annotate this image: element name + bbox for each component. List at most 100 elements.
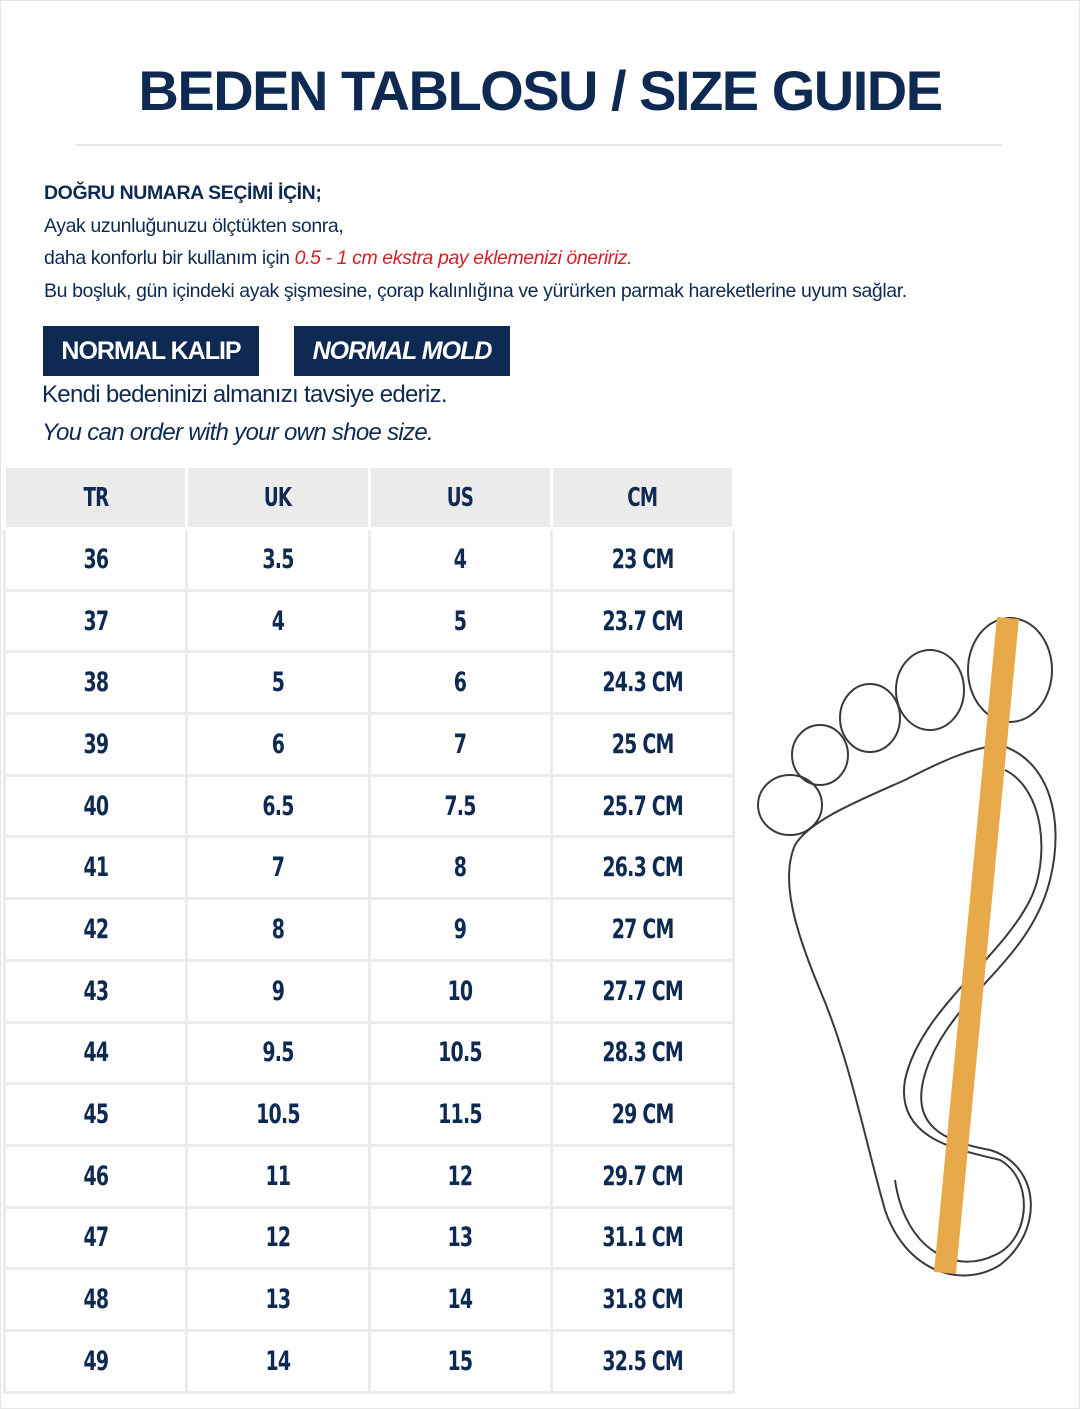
ruler-bar bbox=[934, 616, 1019, 1275]
cell-value: 5 bbox=[453, 605, 467, 637]
column-header-label: US bbox=[446, 482, 474, 513]
cell-value: 25 CM bbox=[611, 728, 674, 760]
table-row: 45 10.5 11.5 29 CM bbox=[2, 1082, 736, 1147]
cell-value: 49 bbox=[83, 1345, 109, 1377]
cell-us: 4 bbox=[367, 527, 553, 592]
cell-tr: 37 bbox=[2, 588, 189, 654]
cell-us: 10.5 bbox=[367, 1020, 553, 1086]
table-row: 39 6 7 25 CM bbox=[2, 712, 736, 777]
cell-value: 24.3 CM bbox=[602, 667, 683, 699]
cell-value: 46 bbox=[83, 1160, 109, 1192]
cell-us: 14 bbox=[367, 1267, 553, 1332]
cell-value: 5 bbox=[271, 667, 285, 699]
intro-line-3: Bu boşluk, gün içindeki ayak şişmesine, … bbox=[44, 279, 907, 302]
cell-cm: 25.7 CM bbox=[549, 773, 736, 839]
cell-value: 11.5 bbox=[438, 1099, 482, 1131]
cell-cm: 31.8 CM bbox=[549, 1267, 736, 1332]
intro-line-2: daha konforlu bir kullanım için 0.5 - 1 … bbox=[44, 242, 907, 275]
cell-value: 42 bbox=[83, 913, 109, 945]
cell-tr: 38 bbox=[2, 650, 189, 716]
cell-uk: 10.5 bbox=[185, 1082, 371, 1147]
cell-cm: 27 CM bbox=[549, 897, 736, 962]
cell-tr: 41 bbox=[2, 835, 189, 901]
foot-outline bbox=[788, 743, 1057, 1277]
note-english: You can order with your own shoe size. bbox=[42, 419, 434, 446]
table-row: 40 6.5 7.5 25.7 CM bbox=[2, 773, 736, 839]
column-header-us: US bbox=[367, 468, 553, 530]
cell-tr: 43 bbox=[2, 958, 189, 1024]
cell-uk: 6 bbox=[185, 712, 371, 777]
table-row: 36 3.5 4 23 CM bbox=[2, 527, 736, 592]
column-header-label: TR bbox=[83, 482, 109, 513]
badge-normal-mold: NORMAL MOLD bbox=[294, 326, 510, 376]
table-row: 38 5 6 24.3 CM bbox=[2, 650, 736, 716]
cell-value: 10.5 bbox=[438, 1037, 482, 1069]
cell-value: 15 bbox=[447, 1345, 474, 1377]
cell-value: 48 bbox=[83, 1284, 109, 1316]
cell-cm: 23.7 CM bbox=[549, 588, 736, 654]
cell-us: 7 bbox=[367, 712, 553, 777]
cell-value: 28.3 CM bbox=[602, 1037, 683, 1069]
cell-value: 6 bbox=[453, 667, 467, 699]
cell-value: 9 bbox=[271, 975, 285, 1007]
cell-tr: 48 bbox=[2, 1267, 189, 1332]
divider bbox=[76, 144, 1002, 146]
cell-cm: 29 CM bbox=[549, 1082, 736, 1147]
cell-cm: 26.3 CM bbox=[549, 835, 736, 901]
cell-us: 15 bbox=[367, 1328, 553, 1394]
cell-value: 29.7 CM bbox=[602, 1160, 683, 1192]
toe-2 bbox=[895, 649, 965, 731]
cell-value: 47 bbox=[83, 1222, 109, 1254]
cell-value: 3.5 bbox=[262, 543, 294, 575]
cell-tr: 40 bbox=[2, 773, 189, 839]
cell-value: 37 bbox=[83, 605, 109, 637]
toe-1 bbox=[967, 617, 1053, 723]
cell-uk: 7 bbox=[185, 835, 371, 901]
cell-value: 27.7 CM bbox=[602, 975, 683, 1007]
cell-value: 9 bbox=[453, 913, 467, 945]
cell-value: 26.3 CM bbox=[602, 852, 683, 884]
cell-cm: 31.1 CM bbox=[549, 1205, 736, 1271]
cell-value: 40 bbox=[83, 790, 109, 822]
cell-value: 31.1 CM bbox=[602, 1222, 683, 1254]
cell-value: 14 bbox=[265, 1345, 291, 1377]
cell-uk: 6.5 bbox=[185, 773, 371, 839]
cell-value: 29 CM bbox=[611, 1099, 674, 1131]
cell-value: 9.5 bbox=[262, 1037, 294, 1069]
cell-value: 7 bbox=[453, 728, 467, 760]
table-row: 47 12 13 31.1 CM bbox=[2, 1205, 736, 1271]
cell-us: 11.5 bbox=[367, 1082, 553, 1147]
cell-value: 12 bbox=[265, 1222, 291, 1254]
cell-us: 8 bbox=[367, 835, 553, 901]
table-row: 43 9 10 27.7 CM bbox=[2, 958, 736, 1024]
cell-uk: 11 bbox=[185, 1143, 371, 1209]
table-row: 41 7 8 26.3 CM bbox=[2, 835, 736, 901]
cell-uk: 12 bbox=[185, 1205, 371, 1271]
cell-us: 6 bbox=[367, 650, 553, 716]
cell-tr: 49 bbox=[2, 1328, 189, 1394]
column-header-label: CM bbox=[627, 482, 658, 513]
cell-us: 12 bbox=[367, 1143, 553, 1209]
table-row: 46 11 12 29.7 CM bbox=[2, 1143, 736, 1209]
cell-uk: 13 bbox=[185, 1267, 371, 1332]
cell-value: 13 bbox=[447, 1222, 474, 1254]
cell-value: 4 bbox=[453, 543, 467, 575]
cell-value: 14 bbox=[447, 1284, 474, 1316]
intro-line-1: Ayak uzunluğunuzu ölçtükten sonra, bbox=[44, 214, 344, 237]
foot-length-measure-icon bbox=[757, 616, 1057, 1277]
cell-uk: 8 bbox=[185, 897, 371, 962]
cell-value: 13 bbox=[265, 1284, 291, 1316]
badge-normal-kalip: NORMAL KALIP bbox=[43, 326, 259, 376]
cell-value: 31.8 CM bbox=[602, 1284, 683, 1316]
cell-cm: 23 CM bbox=[549, 527, 736, 592]
cell-value: 4 bbox=[271, 605, 285, 637]
cell-us: 10 bbox=[367, 958, 553, 1024]
table-row: 42 8 9 27 CM bbox=[2, 897, 736, 962]
page-title: BEDEN TABLOSU / SIZE GUIDE bbox=[138, 59, 943, 122]
cell-value: 6 bbox=[271, 728, 285, 760]
cell-value: 11 bbox=[265, 1160, 291, 1192]
cell-uk: 4 bbox=[185, 588, 371, 654]
column-header-label: UK bbox=[264, 482, 292, 513]
cell-uk: 9 bbox=[185, 958, 371, 1024]
cell-uk: 9.5 bbox=[185, 1020, 371, 1086]
